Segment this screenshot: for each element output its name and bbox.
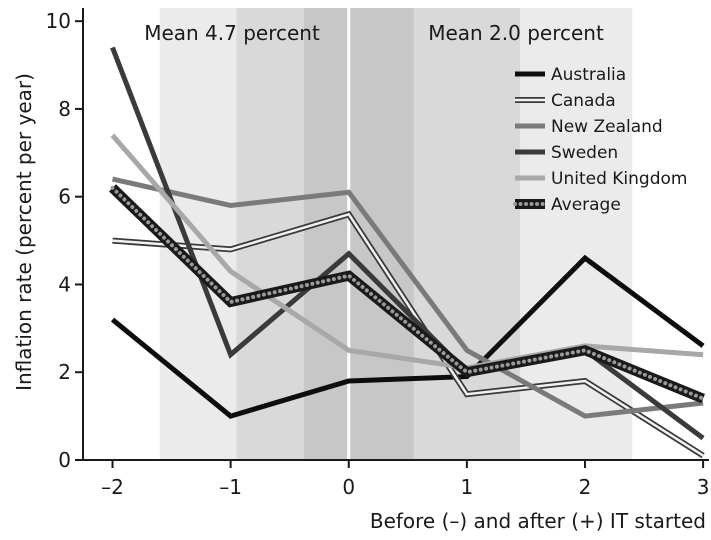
legend: Australia Canada New Zealand Sweden United K… (513, 65, 687, 215)
x-axis-label: Before (–) and after (+) IT started (370, 509, 706, 533)
y-tick-label: 0 (58, 448, 71, 472)
series-line-new-zealand (111, 176, 704, 419)
y-tick-label: 4 (58, 272, 71, 296)
legend-label-new-zealand: New Zealand (551, 117, 663, 137)
legend-item-australia: Australia (515, 65, 626, 85)
x-tick-label: 2 (579, 475, 592, 499)
annotation-mean-before: Mean 4.7 percent (144, 21, 320, 45)
legend-item-united-kingdom: United Kingdom (515, 169, 687, 189)
legend-item-new-zealand: New Zealand (515, 117, 663, 137)
x-tick-label: 0 (342, 475, 355, 499)
series-lines (109, 46, 706, 459)
y-tick-label: 8 (58, 97, 71, 121)
y-tick-label: 6 (58, 185, 71, 209)
legend-item-average: Average (513, 195, 621, 215)
series-line-united-kingdom (110, 133, 704, 371)
legend-label-canada: Canada (551, 91, 616, 111)
x-tick-label: 3 (697, 475, 710, 499)
series-line-average-inner (110, 185, 706, 401)
y-tick-label: 2 (58, 360, 71, 384)
legend-label-sweden: Sweden (551, 143, 618, 163)
series-united-kingdom (110, 133, 704, 371)
series-new-zealand (111, 176, 704, 419)
series-average (109, 184, 706, 404)
x-tick-label: –1 (219, 475, 242, 499)
legend-label-average: Average (551, 195, 621, 215)
legend-item-canada: Canada (515, 91, 616, 111)
y-tick-label: 10 (46, 9, 71, 33)
x-tick-label: 1 (461, 475, 474, 499)
x-ticks: –2 –1 0 1 2 3 (101, 460, 709, 499)
legend-label-australia: Australia (551, 65, 626, 85)
annotation-mean-after: Mean 2.0 percent (428, 21, 604, 45)
series-line-sweden (110, 46, 705, 441)
y-axis-label: Inflation rate (percent per year) (12, 73, 36, 391)
legend-label-united-kingdom: United Kingdom (551, 169, 687, 189)
series-sweden (110, 46, 705, 441)
x-tick-label: –2 (101, 475, 124, 499)
axes: 0 2 4 6 8 10 –2 –1 0 1 2 3 (46, 8, 709, 499)
series-line-australia (110, 254, 705, 419)
series-australia (110, 254, 705, 419)
legend-item-sweden: Sweden (515, 143, 618, 163)
y-ticks: 0 2 4 6 8 10 (46, 9, 83, 472)
